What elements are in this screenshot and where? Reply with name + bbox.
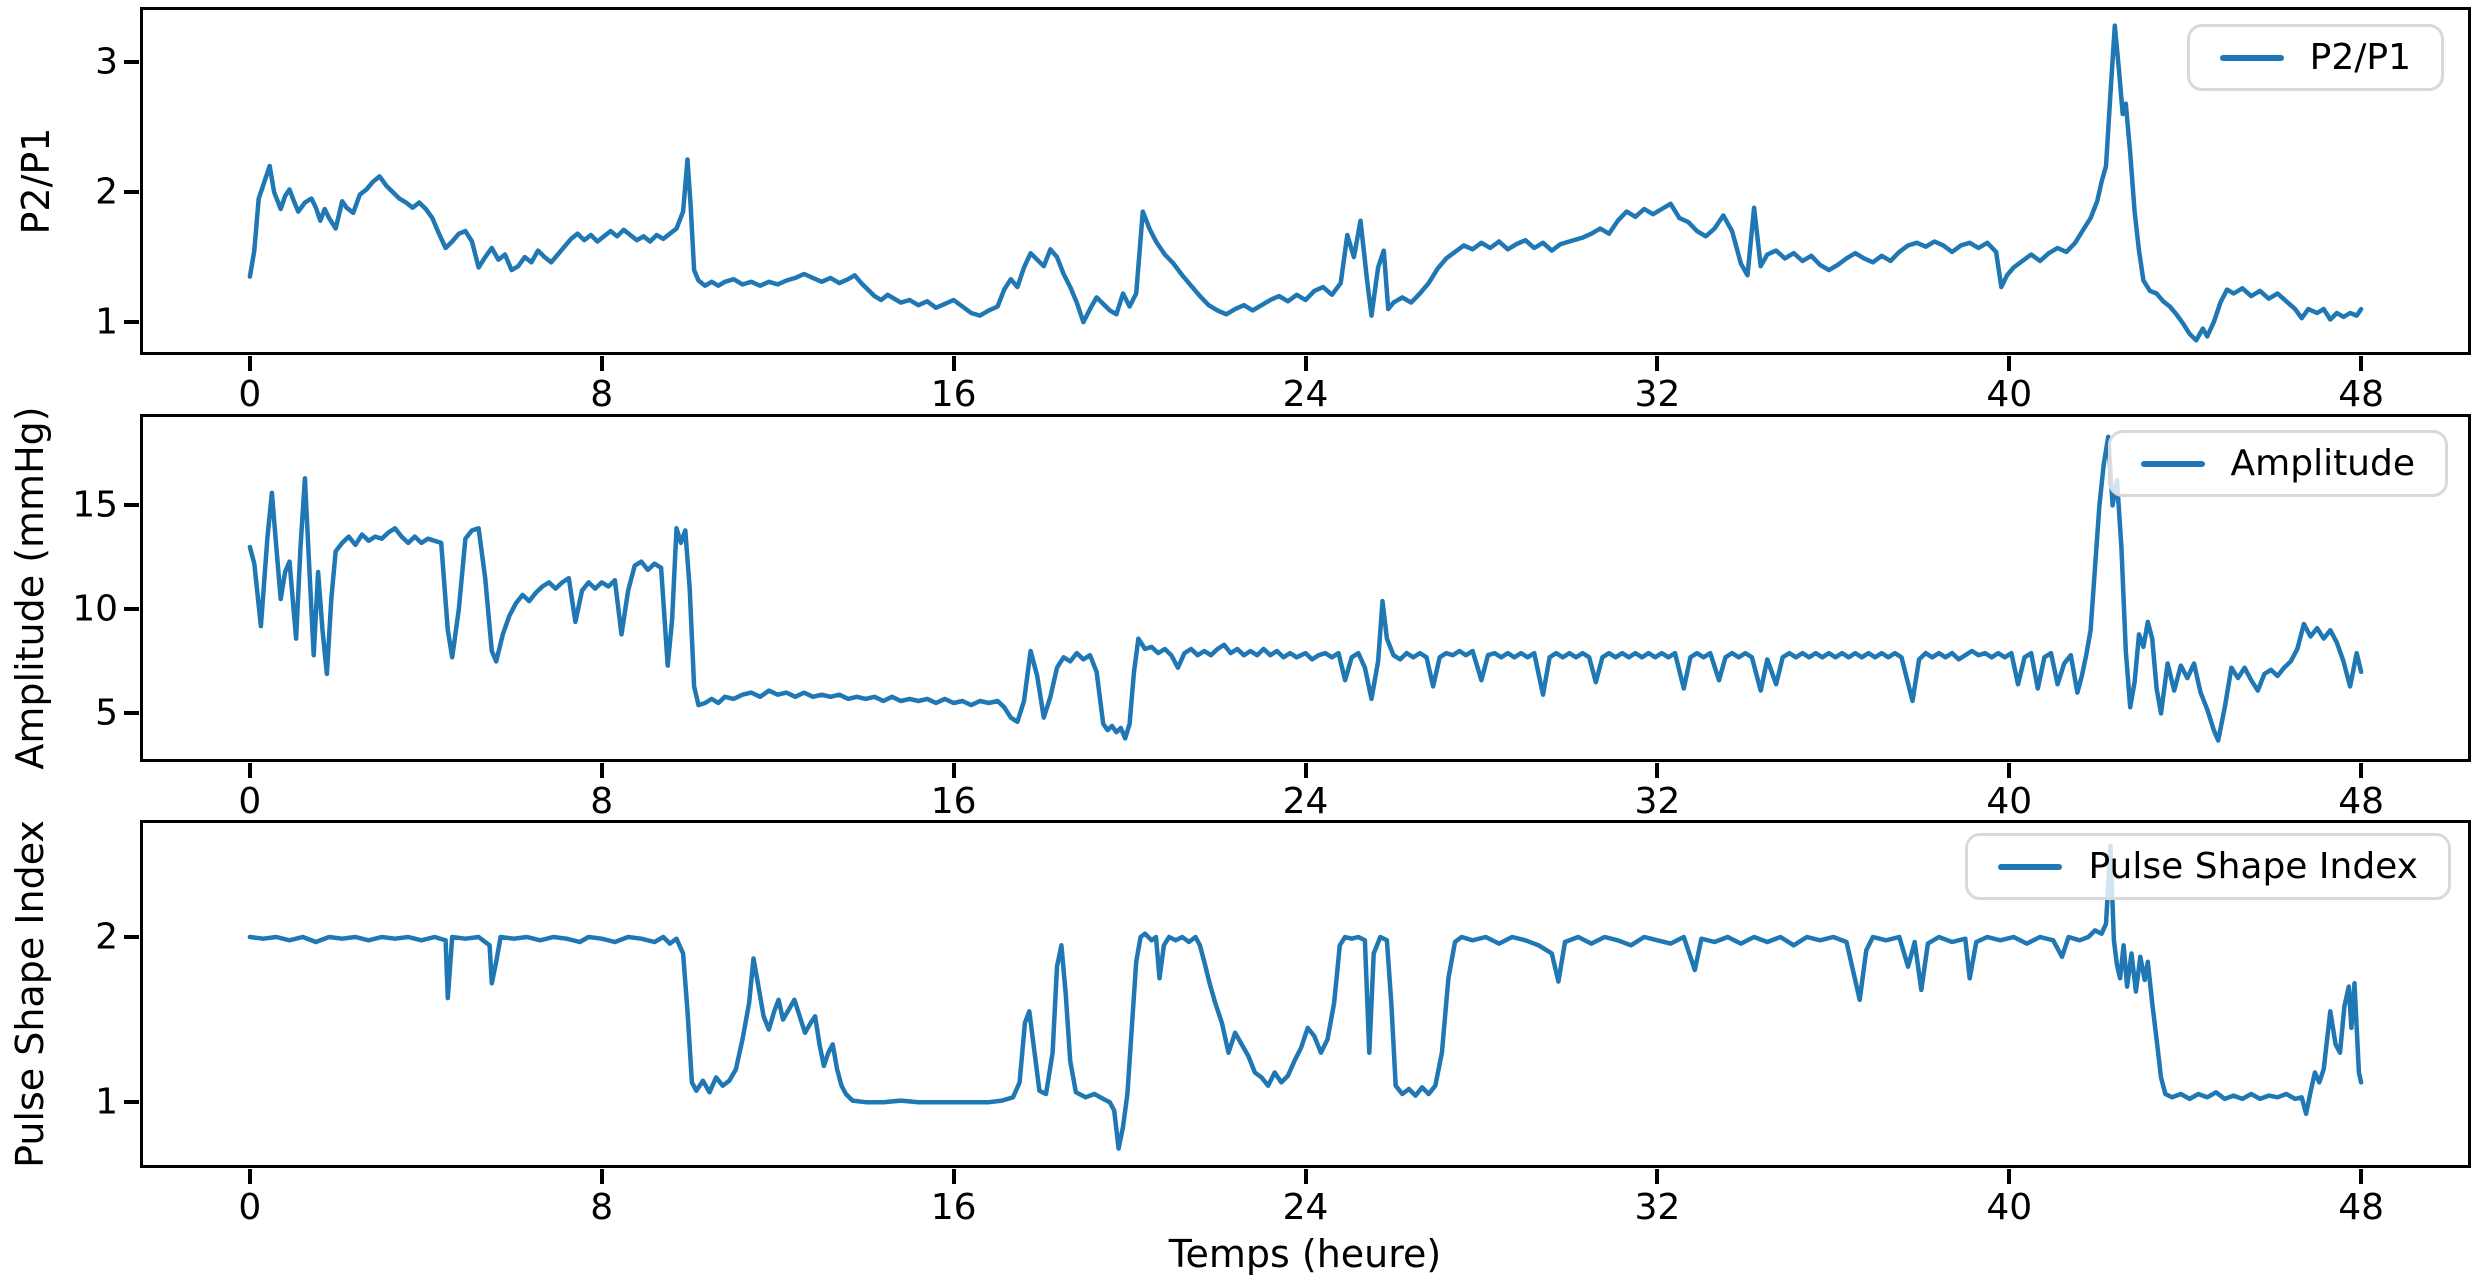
x-tick-mark [2359, 763, 2364, 778]
y-tick-label: 1 [95, 1081, 118, 1123]
subplot-p2p1-axes [139, 6, 2471, 355]
x-tick-label: 32 [1634, 1187, 1681, 1228]
x-axis-label: Temps (heure) [1168, 1232, 1442, 1276]
x-tick-mark [599, 1169, 604, 1184]
x-tick-mark [599, 356, 604, 371]
x-tick-label: 8 [590, 781, 614, 822]
x-tick-label: 48 [2338, 374, 2385, 415]
p2p1-line-chart [247, 22, 2363, 343]
x-tick-mark [951, 763, 956, 778]
y-tick-label: 5 [95, 692, 118, 734]
legend-label: Amplitude [2230, 443, 2415, 484]
pulse-shape-index-line-chart [247, 843, 2363, 1151]
y-tick-mark [124, 607, 139, 612]
x-tick-label: 48 [2338, 1187, 2385, 1228]
legend-label: Pulse Shape Index [2088, 846, 2418, 887]
x-tick-label: 40 [1986, 781, 2033, 822]
x-tick-label: 8 [590, 374, 614, 415]
x-tick-mark [247, 356, 252, 371]
y-tick-label: 3 [95, 41, 118, 83]
y-tick-mark [124, 935, 139, 939]
x-tick-label: 16 [930, 1187, 977, 1228]
x-tick-label: 40 [1986, 374, 2033, 415]
pulse-shape-index-legend: Pulse Shape Index [1965, 833, 2451, 900]
x-tick-label: 16 [930, 374, 977, 415]
x-tick-label: 24 [1282, 781, 1329, 822]
x-tick-label: 24 [1282, 1187, 1329, 1228]
y-tick-mark [124, 711, 139, 716]
legend-line-sample [1998, 863, 2063, 870]
x-tick-label: 0 [238, 1187, 262, 1228]
p2p1-legend: P2/P1 [2186, 24, 2444, 91]
x-tick-label: 32 [1634, 781, 1681, 822]
series-line [247, 843, 2363, 1151]
x-tick-label: 40 [1986, 1187, 2033, 1228]
y-tick-label: 10 [72, 588, 118, 630]
y-tick-mark [124, 320, 139, 325]
subplot-pulse-shape-index-axes [139, 819, 2471, 1168]
y-tick-mark [124, 503, 139, 508]
x-tick-mark [951, 356, 956, 371]
x-tick-mark [951, 1169, 956, 1184]
y-tick-mark [124, 60, 139, 64]
x-tick-label: 24 [1282, 374, 1329, 415]
x-tick-mark [1303, 1169, 1308, 1184]
x-tick-mark [1655, 1169, 1660, 1184]
amplitude-legend: Amplitude [2107, 430, 2448, 497]
legend-line-sample [2140, 460, 2205, 467]
x-tick-mark [1655, 763, 1660, 778]
x-tick-label: 0 [238, 781, 262, 822]
series-line [247, 434, 2363, 743]
y-tick-mark [124, 1100, 139, 1105]
y-tick-label: 1 [95, 301, 118, 343]
x-tick-mark [2359, 1169, 2364, 1184]
x-tick-label: 48 [2338, 781, 2385, 822]
amplitude-line-chart [247, 434, 2363, 743]
x-tick-mark [1303, 763, 1308, 778]
x-tick-mark [1303, 356, 1308, 371]
x-tick-mark [2007, 763, 2012, 778]
legend-label: P2/P1 [2309, 37, 2411, 78]
x-tick-mark [599, 763, 604, 778]
x-tick-mark [1655, 356, 1660, 371]
x-tick-mark [247, 1169, 252, 1184]
y-tick-label: 2 [95, 916, 118, 958]
x-tick-label: 8 [590, 1187, 614, 1228]
x-tick-label: 16 [930, 781, 977, 822]
y-tick-label: 15 [72, 484, 118, 526]
series-line [247, 22, 2363, 343]
x-tick-mark [2359, 356, 2364, 371]
x-tick-label: 32 [1634, 374, 1681, 415]
x-tick-mark [2007, 356, 2012, 371]
x-tick-mark [2007, 1169, 2012, 1184]
legend-line-sample [2219, 54, 2284, 61]
y-tick-label: 2 [95, 171, 118, 213]
y-tick-mark [124, 190, 139, 195]
x-tick-label: 0 [238, 374, 262, 415]
x-tick-mark [247, 763, 252, 778]
subplot-amplitude-axes [139, 413, 2471, 762]
